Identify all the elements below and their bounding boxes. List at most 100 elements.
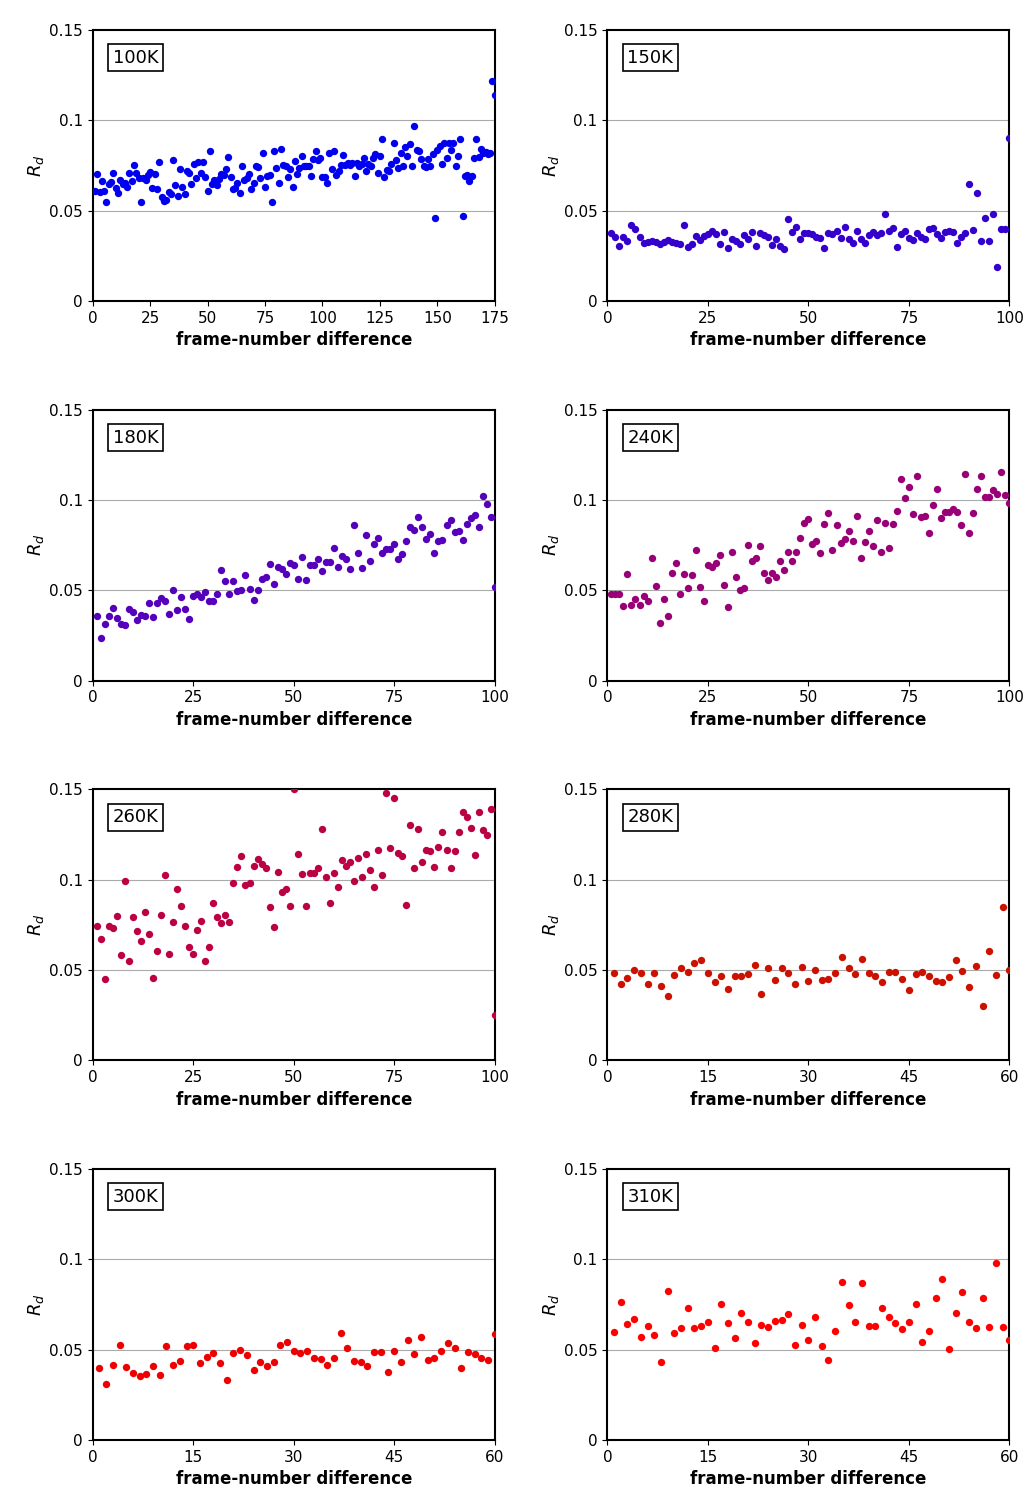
Point	[205, 891, 221, 915]
Y-axis label: $\mathit{R}_d$: $\mathit{R}_d$	[27, 534, 46, 556]
Point	[440, 1330, 456, 1354]
Text: 260K: 260K	[113, 808, 159, 826]
Point	[486, 82, 503, 106]
Point	[201, 590, 217, 613]
Point	[735, 576, 752, 600]
Point	[836, 214, 853, 238]
Point	[753, 982, 769, 1006]
Point	[461, 168, 478, 192]
Point	[475, 818, 491, 842]
Point	[237, 873, 253, 897]
Point	[475, 484, 491, 508]
Point	[135, 166, 151, 190]
Point	[342, 556, 358, 580]
Point	[693, 948, 710, 972]
Point	[644, 546, 660, 570]
Point	[365, 146, 381, 170]
Point	[177, 597, 194, 621]
Point	[820, 222, 836, 246]
Point	[118, 1356, 135, 1380]
Point	[357, 842, 374, 866]
Point	[847, 962, 863, 986]
Point	[262, 552, 278, 576]
Point	[833, 1270, 850, 1294]
Point	[792, 525, 809, 549]
Point	[357, 524, 374, 548]
Point	[418, 526, 435, 550]
Point	[908, 222, 925, 246]
Point	[253, 567, 270, 591]
Point	[249, 847, 266, 871]
Text: 180K: 180K	[113, 429, 159, 447]
Point	[172, 1348, 188, 1372]
Point	[281, 550, 298, 574]
Point	[691, 574, 708, 598]
Point	[447, 153, 464, 177]
Point	[213, 558, 230, 582]
Point	[820, 966, 836, 990]
Point	[138, 1362, 154, 1386]
Point	[148, 177, 165, 201]
Point	[804, 531, 821, 555]
Point	[484, 69, 501, 93]
Point	[400, 144, 416, 168]
Point	[780, 540, 796, 564]
Point	[849, 504, 865, 528]
Point	[226, 871, 242, 895]
Point	[435, 528, 451, 552]
Point	[686, 951, 702, 975]
Point	[247, 154, 264, 178]
Point	[666, 963, 683, 987]
Point	[306, 861, 322, 885]
Point	[828, 219, 845, 243]
Point	[158, 188, 174, 211]
Point	[181, 936, 198, 960]
Point	[394, 542, 411, 566]
Point	[479, 822, 495, 846]
Point	[969, 477, 986, 501]
Point	[471, 146, 487, 170]
Point	[285, 777, 302, 801]
Point	[860, 519, 877, 543]
Point	[289, 162, 306, 186]
Point	[94, 170, 110, 194]
Point	[845, 231, 861, 255]
Point	[659, 228, 676, 252]
Point	[424, 142, 441, 166]
Point	[359, 1354, 376, 1378]
Text: 280K: 280K	[627, 808, 674, 826]
Point	[894, 1317, 911, 1341]
Point	[148, 939, 165, 963]
Point	[703, 555, 720, 579]
Point	[913, 506, 929, 530]
Point	[146, 162, 163, 186]
Point	[836, 526, 853, 550]
Point	[262, 896, 278, 920]
Point	[949, 500, 965, 523]
Point	[445, 130, 461, 154]
Point	[116, 614, 133, 638]
Point	[467, 843, 483, 867]
Point	[929, 222, 946, 246]
Point	[900, 225, 917, 249]
Point	[316, 165, 333, 189]
Point	[961, 975, 977, 999]
Point	[202, 140, 218, 164]
Point	[201, 936, 217, 960]
Point	[981, 939, 997, 963]
Point	[294, 144, 310, 168]
Point	[206, 168, 222, 192]
Point	[156, 189, 172, 213]
Text: 150K: 150K	[627, 50, 674, 68]
Point	[402, 132, 418, 156]
Point	[462, 816, 479, 840]
Point	[486, 1323, 503, 1347]
Point	[793, 1314, 810, 1338]
Point	[1001, 492, 1018, 516]
Point	[800, 507, 817, 531]
X-axis label: frame-number difference: frame-number difference	[175, 711, 412, 729]
Point	[92, 1356, 108, 1380]
Point	[215, 162, 232, 186]
Point	[178, 1334, 195, 1358]
Point	[89, 162, 105, 186]
